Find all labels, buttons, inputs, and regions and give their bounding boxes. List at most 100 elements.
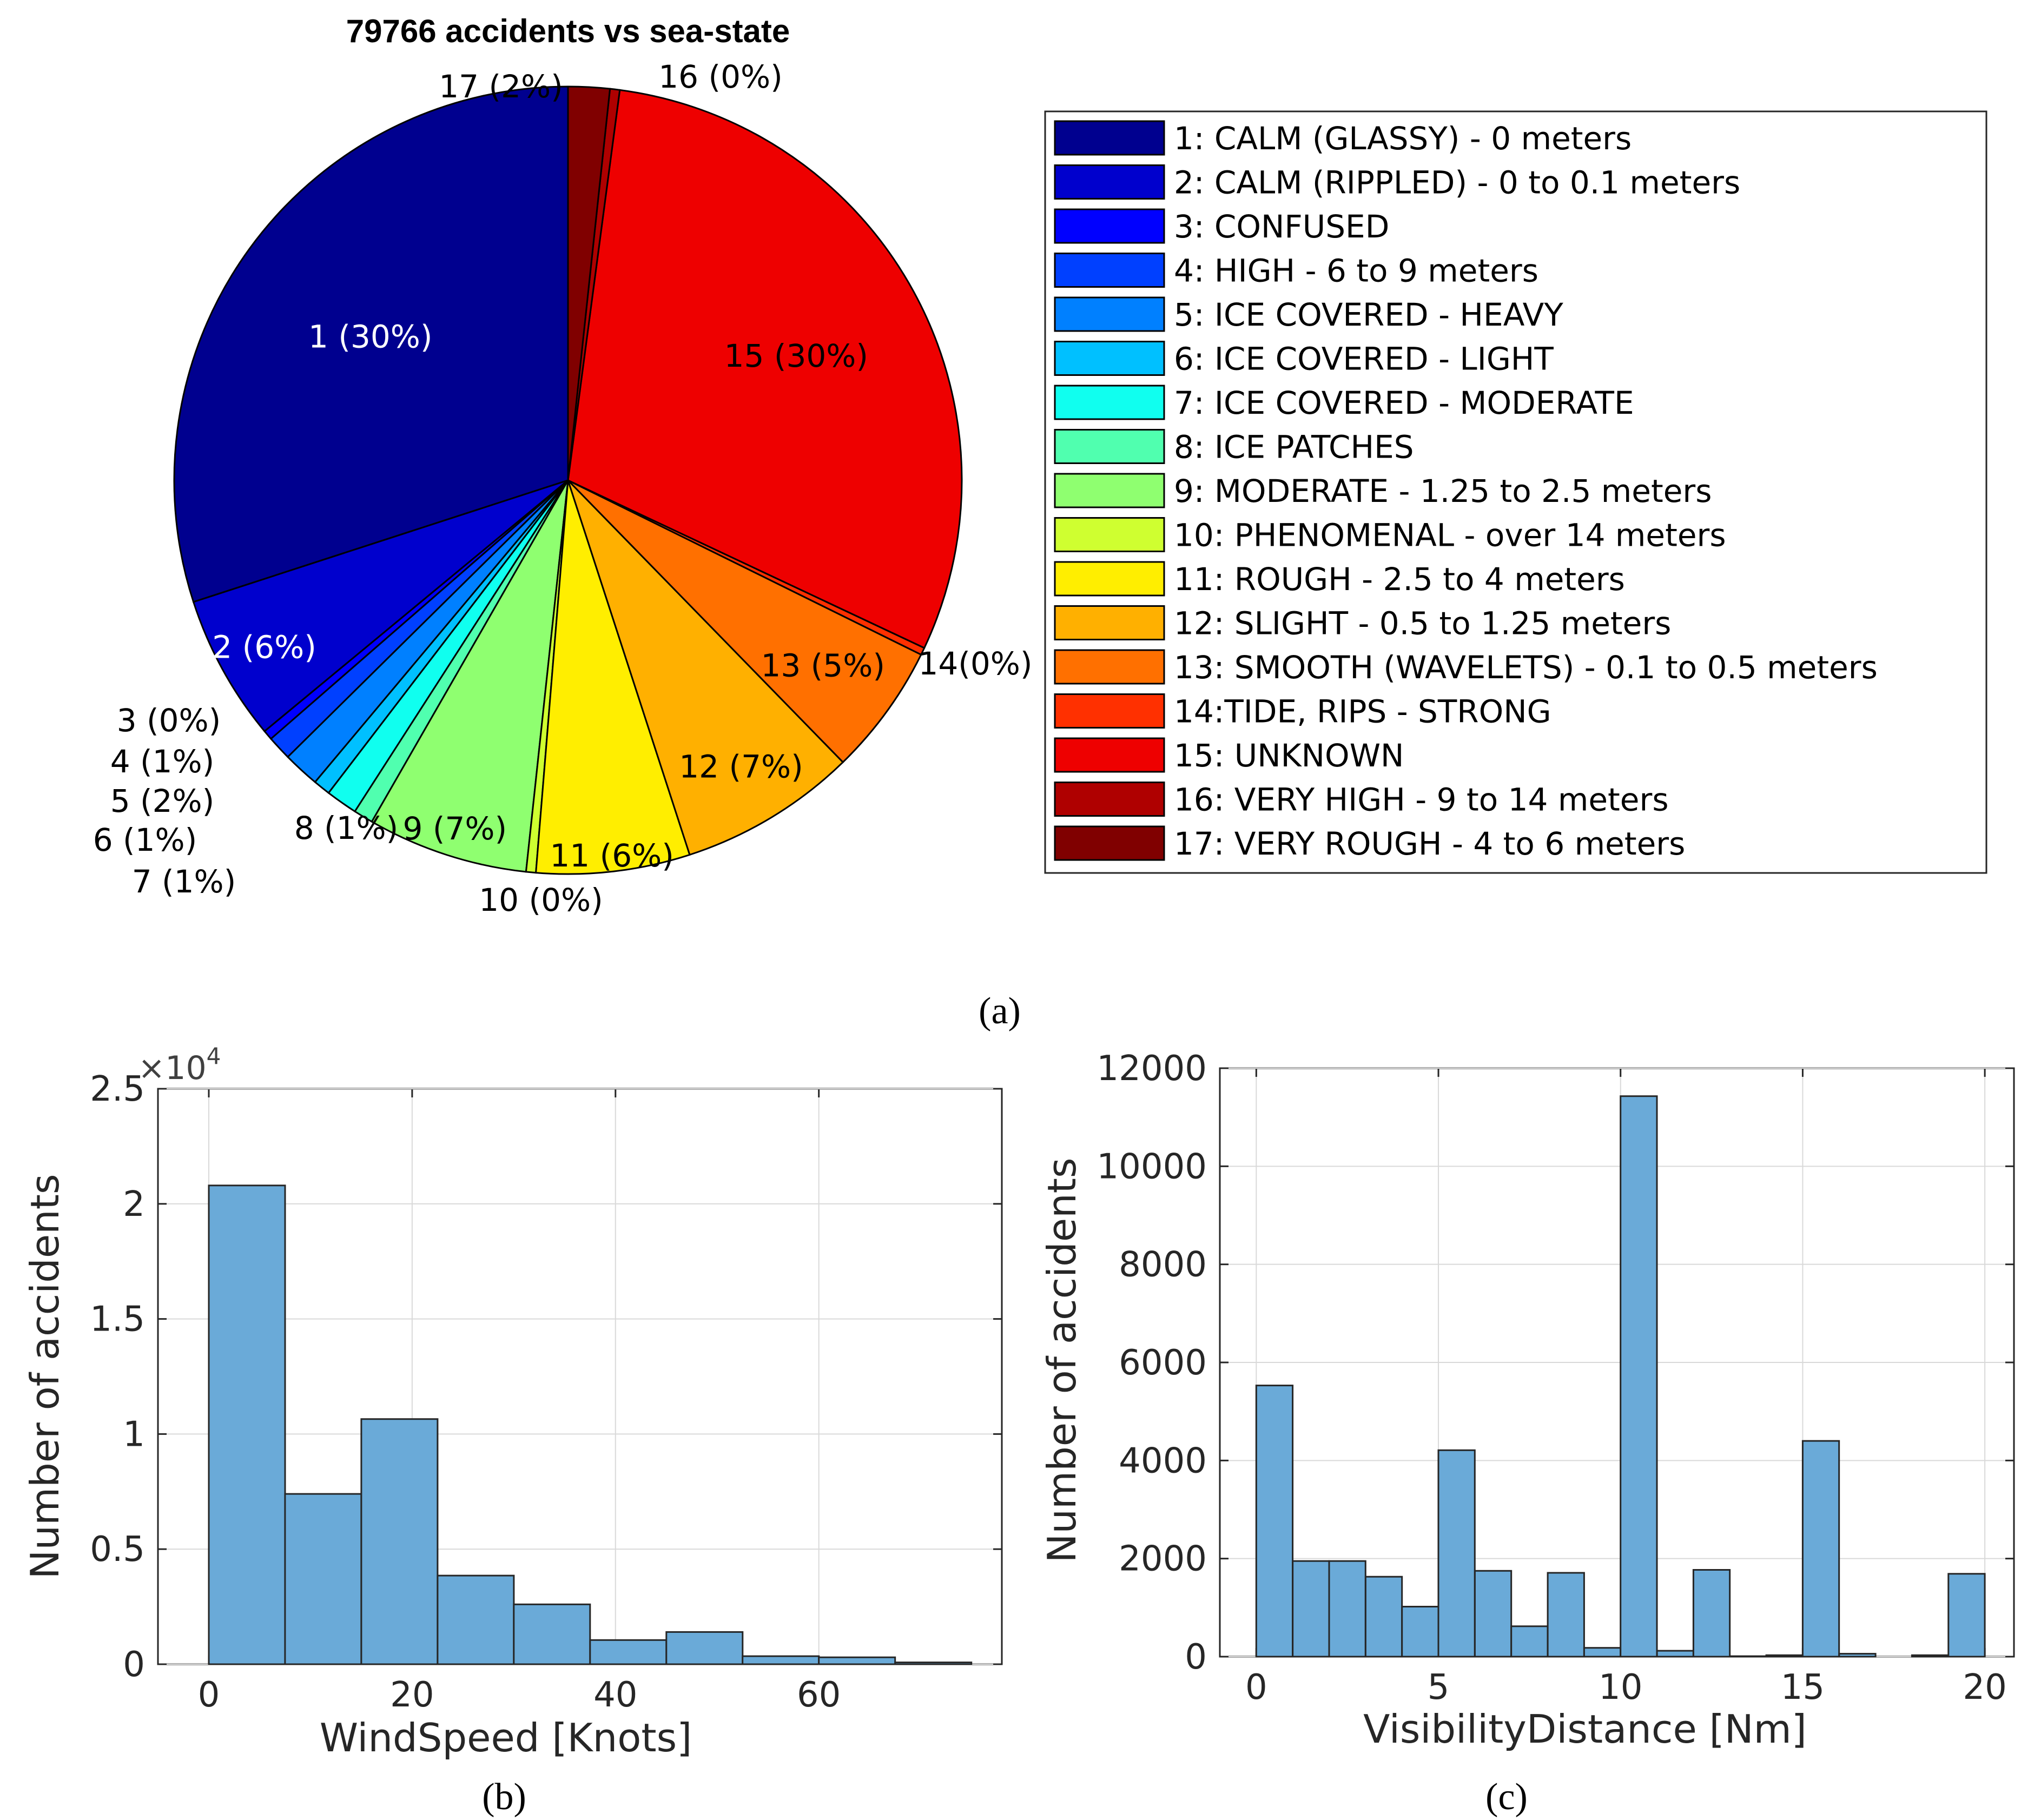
pie-slice-15: [567, 89, 963, 649]
pie-chart-panel: 79766 accidents vs sea-state 1 (30%) 2 (6…: [93, 13, 1987, 1032]
legend-swatch-1: [1054, 120, 1165, 156]
pie-label-16: 16 (0%): [658, 58, 783, 95]
pie-slice-17: [567, 85, 611, 481]
legend-swatch-9: [1054, 473, 1165, 508]
panel-label-c: (c): [1485, 1776, 1528, 1818]
pie-slice-1: [173, 85, 569, 603]
visibility-bar-8: [1510, 1625, 1549, 1658]
legend-swatch-17: [1054, 825, 1165, 861]
legend-entry-6: 6: ICE COVERED - LIGHT: [1174, 341, 1554, 378]
visibility-bar-20: [1947, 1573, 1986, 1658]
windspeed-y-tick-label: 2: [123, 1184, 145, 1225]
windspeed-x-tick-label: 20: [390, 1675, 434, 1715]
legend-swatch-12: [1054, 605, 1165, 640]
legend-entry-8: 8: ICE PATCHES: [1174, 429, 1414, 466]
pie-label-17: 17 (2%): [439, 68, 563, 105]
pie-label-10: 10 (0%): [479, 882, 603, 918]
visibility-bar-14: [1729, 1655, 1767, 1658]
visibility-y-tick-label: 0: [1185, 1637, 1207, 1677]
panel-label-a: (a): [979, 990, 1021, 1032]
legend-entry-4: 4: HIGH - 6 to 9 meters: [1174, 253, 1538, 289]
legend-entry-12: 12: SLIGHT - 0.5 to 1.25 meters: [1174, 605, 1671, 642]
visibility-y-axis-label: Number of accidents: [1039, 1157, 1085, 1563]
pie-slice-9: [371, 480, 569, 873]
legend-box: [1044, 110, 1987, 874]
legend-entry-15: 15: UNKNOWN: [1174, 737, 1404, 774]
windspeed-y-exponent: ×104: [138, 1043, 221, 1087]
legend-swatch-4: [1054, 253, 1165, 288]
legend-swatch-8: [1054, 429, 1165, 464]
pie-label-7: 7 (1%): [132, 863, 236, 900]
legend-swatch-15: [1054, 737, 1165, 773]
visibility-y-tick-labels: 0 2000 4000 6000 8000 10000 12000: [1097, 1049, 1207, 1677]
legend-swatch-11: [1054, 561, 1165, 597]
windspeed-x-tick-label: 0: [198, 1675, 220, 1715]
visibility-bar-2: [1292, 1560, 1330, 1658]
visibility-bar-3: [1328, 1560, 1366, 1658]
windspeed-y-tick-label: 2.5: [90, 1069, 145, 1109]
visibility-bar-1: [1255, 1385, 1294, 1658]
visibility-bar-16: [1801, 1440, 1840, 1658]
visibility-y-tick-label: 4000: [1119, 1441, 1207, 1481]
visibility-x-tick-label: 5: [1428, 1667, 1450, 1708]
windspeed-y-exponent-base: ×10: [138, 1049, 207, 1087]
windspeed-bars: [208, 1184, 973, 1665]
windspeed-bar-8: [742, 1655, 820, 1665]
windspeed-bar-10: [894, 1662, 973, 1665]
legend-entry-17: 17: VERY ROUGH - 4 to 6 meters: [1174, 825, 1685, 862]
visibility-bar-11: [1620, 1095, 1658, 1658]
legend-swatch-3: [1054, 208, 1165, 244]
visibility-x-tick-labels: 0 5 10 15 20: [1245, 1667, 2007, 1708]
visibility-x-tick-label: 10: [1599, 1667, 1642, 1708]
visibility-bar-6: [1437, 1449, 1476, 1658]
windspeed-bar-3: [360, 1418, 439, 1665]
visibility-x-tick-label: 0: [1245, 1667, 1267, 1708]
windspeed-x-tick-label: 40: [593, 1675, 637, 1715]
legend-swatch-14: [1054, 693, 1165, 729]
visibility-x-tick-label: 20: [1963, 1667, 2006, 1708]
visibility-y-tick-label: 2000: [1119, 1539, 1207, 1579]
windspeed-y-tick-label: 0.5: [90, 1530, 145, 1570]
pie-label-14: 14(0%): [918, 645, 1032, 682]
visibility-y-tick-label: 12000: [1097, 1049, 1207, 1089]
visibility-bar-19: [1911, 1654, 1950, 1658]
windspeed-bar-9: [818, 1656, 896, 1665]
legend-entry-7: 7: ICE COVERED - MODERATE: [1174, 385, 1634, 421]
windspeed-bar-7: [665, 1631, 744, 1665]
pie-slice-12: [567, 479, 844, 856]
legend-entry-1: 1: CALM (GLASSY) - 0 meters: [1174, 120, 1632, 157]
legend-entry-3: 3: CONFUSED: [1174, 208, 1389, 245]
pie-label-5: 5 (2%): [110, 783, 215, 819]
pie-slices: [173, 85, 963, 875]
visibility-bar-5: [1401, 1606, 1439, 1658]
legend-entry-9: 9: MODERATE - 1.25 to 2.5 meters: [1174, 473, 1712, 509]
pie-label-6: 6 (1%): [93, 822, 197, 858]
pie-label-4: 4 (1%): [110, 743, 215, 780]
legend-entry-2: 2: CALM (RIPPLED) - 0 to 0.1 meters: [1174, 164, 1740, 201]
legend-swatch-13: [1054, 649, 1165, 685]
windspeed-y-tick-labels: 0 0.5 1 1.5 2 2.5: [90, 1069, 145, 1685]
windspeed-x-tick-label: 60: [797, 1675, 841, 1715]
pie-slice-2: [192, 479, 569, 733]
visibility-bars: [1255, 1095, 1986, 1658]
windspeed-histogram-panel: 0 0.5 1 1.5 2 2.5 0 20 40 60 ×104 WindSpeed [Kno…: [22, 1043, 1003, 1818]
legend-swatch-6: [1054, 341, 1165, 376]
legend-swatch-7: [1054, 385, 1165, 420]
pie-outer-labels: 3 (0%) 4 (1%)5 (2%)6 (1%) 7 (1%) 8 (1%) 10 (…: [93, 58, 1033, 918]
windspeed-bar-2: [284, 1493, 362, 1665]
visibility-x-axis-label: VisibilityDistance [Nm]: [1363, 1706, 1807, 1752]
pie-title: 79766 accidents vs sea-state: [346, 13, 790, 49]
panel-label-b: (b): [482, 1776, 526, 1818]
visibility-bar-4: [1364, 1576, 1403, 1658]
windspeed-bar-1: [208, 1184, 286, 1665]
visibility-histogram-panel: 0 2000 4000 6000 8000 10000 12000 0 5 10 15 20 Vis…: [1039, 1049, 2015, 1818]
pie-slice-13: [567, 479, 922, 764]
pie-slice-11: [534, 480, 691, 875]
pie-label-8: 8 (1%): [294, 810, 399, 846]
visibility-bar-17: [1838, 1653, 1877, 1658]
windspeed-x-axis-label: WindSpeed [Knots]: [320, 1715, 692, 1761]
visibility-y-tick-label: 10000: [1097, 1147, 1207, 1187]
legend-entry-11: 11: ROUGH - 2.5 to 4 meters: [1174, 561, 1625, 598]
pie-label-15: 15 (30%): [724, 337, 868, 374]
visibility-bar-13: [1692, 1569, 1731, 1658]
